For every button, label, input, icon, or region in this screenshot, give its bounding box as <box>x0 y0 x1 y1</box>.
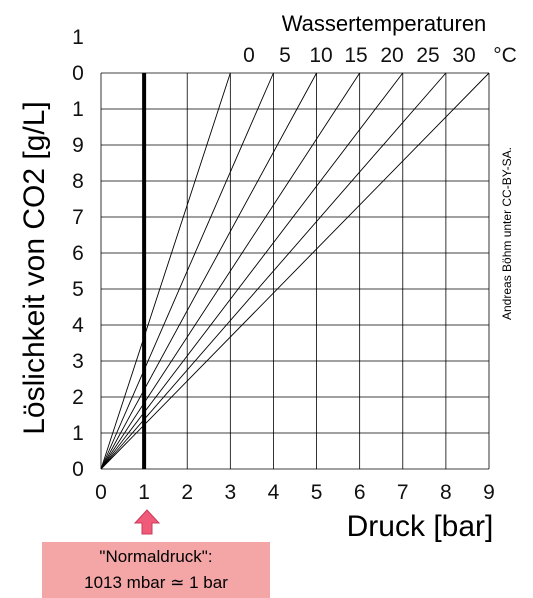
top-tick-label: 25 <box>416 44 439 67</box>
top-tick-label: 5 <box>279 44 291 67</box>
x-tick-label: 1 <box>138 481 150 504</box>
series-lines <box>100 72 490 470</box>
y-tick-label: 8 <box>72 170 84 193</box>
x-tick-label: 8 <box>440 481 452 504</box>
y-tick-label: 5 <box>72 278 84 301</box>
y-tick-label: 0 <box>72 458 84 481</box>
top-tick-labels: 0 5 10 15 20 25 30 °C <box>243 44 517 67</box>
series-line-20 <box>100 72 404 470</box>
x-tick-label: 5 <box>311 481 323 504</box>
top-tick-label: 15 <box>344 44 367 67</box>
y-tick-label: 3 <box>72 350 84 373</box>
series-line-25 <box>100 72 447 470</box>
credit-text: Andreas Böhm unter CC-BY-SA. <box>500 147 514 320</box>
x-tick-labels: 0 1 2 3 4 5 6 7 8 9 <box>95 481 495 504</box>
y-tick-label: 0 <box>72 62 84 85</box>
y-tick-label: 6 <box>72 242 84 265</box>
normal-pressure-note: "Normaldruck": 1013 mbar ≃ 1 bar <box>42 542 270 598</box>
y-tick-label: 1 <box>72 98 84 121</box>
x-tick-label: 3 <box>224 481 236 504</box>
x-tick-label: 7 <box>397 481 409 504</box>
series-line-10 <box>100 72 317 470</box>
note-line-2: 1013 mbar ≃ 1 bar <box>84 573 228 592</box>
series-line-0 <box>100 72 231 470</box>
top-tick-label: 0 <box>243 44 255 67</box>
series-line-5 <box>100 72 274 470</box>
top-tick-label: 20 <box>380 44 403 67</box>
series-line-30 <box>100 72 490 470</box>
up-arrow-icon <box>133 509 161 535</box>
top-tick-label: °C <box>493 44 517 67</box>
y-tick-label: 7 <box>72 206 84 229</box>
y-tick-label: 9 <box>72 134 84 157</box>
x-tick-label: 6 <box>354 481 366 504</box>
top-tick-label: 30 <box>452 44 475 67</box>
x-tick-label: 4 <box>268 481 280 504</box>
x-tick-label: 2 <box>181 481 193 504</box>
y-axis-label: Löslichkeit von CO2 [g/L] <box>18 101 51 435</box>
y-tick-label: 4 <box>72 314 84 337</box>
x-tick-label: 0 <box>95 481 107 504</box>
chart-title: Wassertemperaturen <box>282 11 487 36</box>
y-tick-label: 1 <box>72 422 84 445</box>
y-tick-label: 1 <box>72 26 84 49</box>
x-tick-label: 9 <box>483 481 495 504</box>
note-line-1: "Normaldruck": <box>99 547 213 566</box>
top-tick-label: 10 <box>309 44 332 67</box>
x-axis-label: Druck [bar] <box>347 510 494 543</box>
y-tick-label: 2 <box>72 386 84 409</box>
